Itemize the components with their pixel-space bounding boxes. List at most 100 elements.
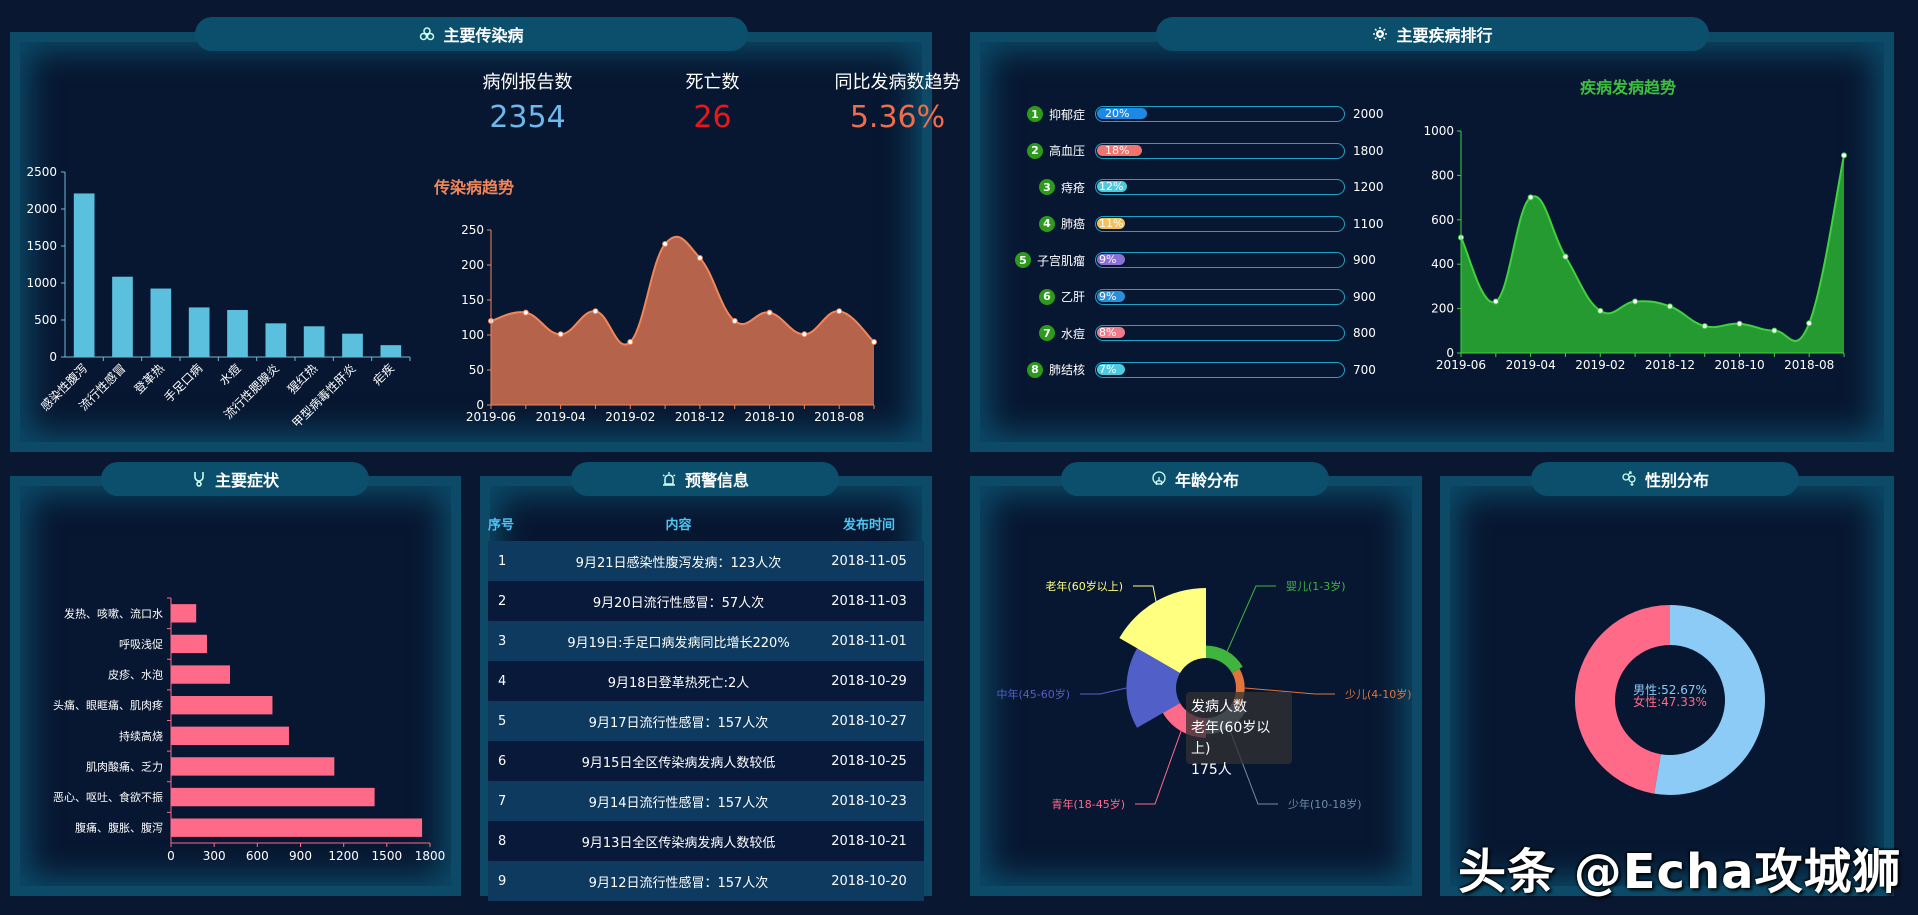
data-point[interactable] bbox=[1736, 320, 1743, 327]
x-tick-label: 1200 bbox=[328, 849, 359, 863]
bar[interactable] bbox=[171, 757, 335, 776]
data-point[interactable] bbox=[766, 309, 773, 316]
row-content: 9月13日全区传染病发病人数较低 bbox=[543, 821, 814, 861]
bar[interactable] bbox=[150, 288, 172, 357]
bar[interactable] bbox=[265, 323, 287, 357]
bar[interactable] bbox=[171, 696, 273, 715]
x-tick-label: 2018-10 bbox=[744, 410, 794, 424]
data-point[interactable] bbox=[836, 308, 843, 315]
ranking-item[interactable]: 5 子宫肌瘤 bbox=[1014, 250, 1085, 270]
table-row[interactable]: 8 9月13日全区传染病发病人数较低 2018-10-21 bbox=[488, 821, 924, 861]
x-tick-label: 900 bbox=[289, 849, 312, 863]
row-date: 2018-11-01 bbox=[814, 621, 924, 661]
bar[interactable] bbox=[303, 326, 325, 357]
kpi-value: 26 bbox=[693, 100, 732, 135]
ranking-item[interactable]: 2 高血压 bbox=[1026, 141, 1085, 161]
data-point[interactable] bbox=[731, 318, 738, 324]
y-category-label: 头痛、眼眶痛、肌肉疼 bbox=[53, 698, 163, 712]
data-point[interactable] bbox=[696, 255, 703, 261]
data-point[interactable] bbox=[801, 331, 808, 338]
donut-slice[interactable] bbox=[1654, 605, 1765, 795]
rose-slice[interactable] bbox=[1206, 645, 1243, 673]
ranking-item[interactable]: 7 水痘 bbox=[1038, 323, 1085, 343]
row-index: 2 bbox=[488, 581, 543, 621]
table-row[interactable]: 6 9月15日全区传染病发病人数较低 2018-10-25 bbox=[488, 741, 924, 781]
col-content: 内容 bbox=[665, 517, 692, 533]
table-row[interactable]: 1 9月21日感染性腹泻发病：123人次 2018-11-05 bbox=[488, 541, 924, 581]
ranking-item[interactable]: 8 肺结核 bbox=[1026, 360, 1085, 380]
data-point[interactable] bbox=[1632, 298, 1639, 305]
bar[interactable] bbox=[380, 345, 402, 357]
bar[interactable] bbox=[171, 726, 289, 745]
ranking-item[interactable]: 1 抑郁症 bbox=[1026, 104, 1085, 124]
rose-label: 少年(10-18岁) bbox=[1288, 797, 1362, 811]
bar[interactable] bbox=[171, 634, 207, 654]
table-header-row: 序号 内容 发布时间 bbox=[488, 505, 924, 541]
age-title: 年龄分布 bbox=[1061, 462, 1329, 496]
data-point[interactable] bbox=[1562, 253, 1569, 260]
table-row[interactable]: 7 9月14日流行性感冒：157人次 2018-10-23 bbox=[488, 781, 924, 821]
data-point[interactable] bbox=[557, 331, 564, 338]
y-tick-label: 800 bbox=[1431, 168, 1454, 182]
bar[interactable] bbox=[342, 333, 363, 357]
rose-label: 少儿(4-10岁) bbox=[1345, 687, 1412, 701]
panel-title-text: 主要疾病排行 bbox=[1396, 26, 1493, 45]
row-date: 2018-10-29 bbox=[814, 661, 924, 701]
row-index: 5 bbox=[488, 701, 543, 741]
y-category-label: 呼吸浅促 bbox=[119, 637, 163, 651]
row-index: 9 bbox=[488, 861, 543, 901]
data-point[interactable] bbox=[1492, 298, 1499, 305]
table-row[interactable]: 4 9月18日登革热死亡:2人 2018-10-29 bbox=[488, 661, 924, 701]
bar[interactable] bbox=[171, 787, 375, 807]
table-row[interactable]: 3 9月19日:手足口病发病同比增长220% 2018-11-01 bbox=[488, 621, 924, 661]
age-tooltip: 发病人数 老年(60岁以上) 175人 bbox=[1186, 692, 1292, 778]
bar[interactable] bbox=[112, 276, 133, 357]
rose-slice[interactable] bbox=[1126, 648, 1181, 728]
x-tick-label: 2018-08 bbox=[1784, 358, 1834, 372]
data-point[interactable] bbox=[1771, 327, 1778, 334]
x-tick-label: 0 bbox=[167, 849, 175, 863]
data-point[interactable] bbox=[627, 339, 634, 345]
gender-donut-chart[interactable] bbox=[1570, 600, 1770, 800]
bar[interactable] bbox=[171, 604, 197, 623]
bar[interactable] bbox=[73, 193, 95, 357]
ranking-item[interactable]: 6 乙肝 bbox=[1038, 287, 1085, 307]
data-point[interactable] bbox=[871, 339, 877, 345]
data-point[interactable] bbox=[522, 309, 529, 316]
x-category-label: 疟疾 bbox=[369, 361, 397, 389]
kpi-label: 病例报告数 bbox=[482, 72, 573, 93]
disease-name: 抑郁症 bbox=[1048, 107, 1085, 122]
x-tick-label: 2018-10 bbox=[1714, 358, 1764, 372]
bar[interactable] bbox=[188, 307, 210, 357]
table-row[interactable]: 2 9月20日流行性感冒：57人次 2018-11-03 bbox=[488, 581, 924, 621]
data-point[interactable] bbox=[1841, 152, 1847, 159]
ranking-item[interactable]: 4 肺癌 bbox=[1038, 214, 1085, 234]
bar[interactable] bbox=[227, 310, 248, 357]
bar[interactable] bbox=[171, 818, 423, 837]
bar[interactable] bbox=[171, 665, 230, 684]
table-row[interactable]: 5 9月17日流行性感冒：157人次 2018-10-27 bbox=[488, 701, 924, 741]
kpi-label: 死亡数 bbox=[685, 72, 740, 93]
ranking-item[interactable]: 3 痔疮 bbox=[1038, 177, 1085, 197]
row-date: 2018-10-27 bbox=[814, 701, 924, 741]
x-category-label: 甲型病毒性肝炎 bbox=[289, 361, 359, 430]
data-point[interactable] bbox=[1806, 320, 1813, 327]
rose-slice[interactable] bbox=[1119, 588, 1206, 673]
data-point[interactable] bbox=[1597, 307, 1604, 314]
row-index: 3 bbox=[488, 621, 543, 661]
row-date: 2018-10-23 bbox=[814, 781, 924, 821]
infectious-disease-title: 主要传染病 bbox=[195, 17, 748, 51]
rank-badge: 1 bbox=[1026, 106, 1043, 122]
data-point[interactable] bbox=[1527, 194, 1534, 201]
row-content: 9月15日全区传染病发病人数较低 bbox=[543, 741, 814, 781]
virus-icon bbox=[1373, 27, 1388, 41]
panel-title-text: 主要症状 bbox=[214, 471, 279, 490]
lightbulb-icon bbox=[1152, 471, 1166, 485]
row-content: 9月17日流行性感冒：157人次 bbox=[543, 701, 814, 741]
data-point[interactable] bbox=[1701, 323, 1708, 330]
table-row[interactable]: 9 9月12日流行性感冒：157人次 2018-10-20 bbox=[488, 861, 924, 901]
data-point[interactable] bbox=[592, 308, 599, 315]
data-point[interactable] bbox=[1666, 303, 1673, 310]
donut-slice[interactable] bbox=[1575, 605, 1670, 794]
data-point[interactable] bbox=[662, 241, 669, 247]
